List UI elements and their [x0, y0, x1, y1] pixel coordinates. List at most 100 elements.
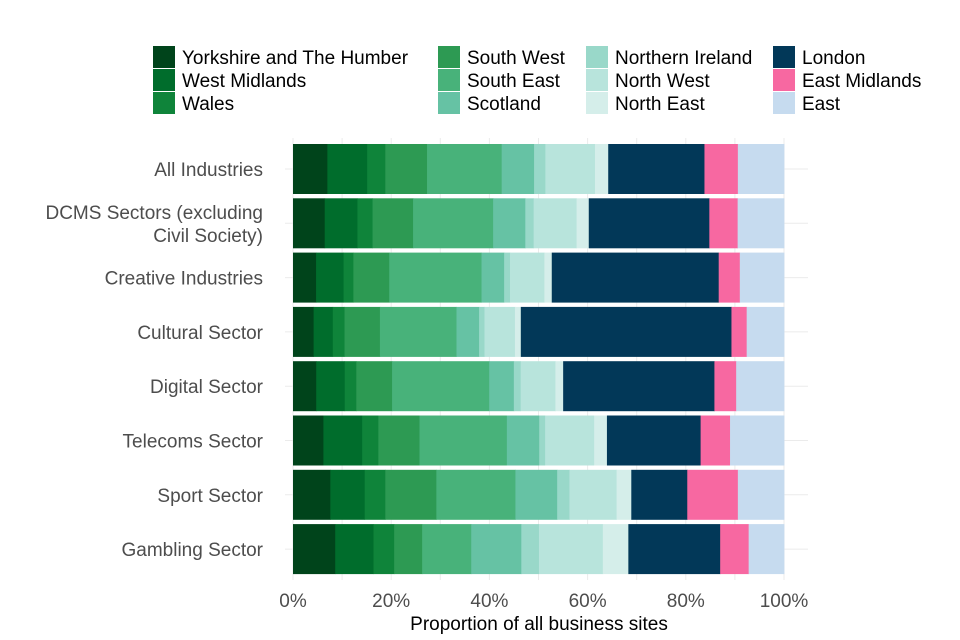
- bar-segment-creative-industries-wales: [343, 252, 354, 303]
- legend-label: Northern Ireland: [615, 48, 752, 69]
- bar-segment-sport-sector-london: [631, 469, 688, 520]
- bar-segment-sport-sector-south-west: [385, 469, 437, 520]
- bar-segment-all-industries-north-east: [594, 144, 609, 194]
- bar-segment-telecoms-sector-yorkshire-and-the-humber: [293, 415, 324, 466]
- x-tick-label: 20%: [372, 591, 410, 612]
- bar-segment-gambling-sector-west-midlands: [335, 524, 374, 575]
- bar-segment-all-industries-north-west: [545, 144, 596, 194]
- bar-segment-dcms-sectors-excluding-civil-society-north-east: [576, 198, 590, 249]
- legend-item-north-west: North West: [586, 69, 710, 92]
- bar-segment-cultural-sector-northern-ireland: [479, 306, 485, 357]
- bar-segment-telecoms-sector-north-west: [545, 415, 595, 466]
- category-label: All Industries: [154, 160, 263, 181]
- bar-segment-creative-industries-east-midlands: [718, 252, 741, 303]
- bar-segment-sport-sector-south-east: [436, 469, 516, 520]
- bar-segment-digital-sector-yorkshire-and-the-humber: [293, 361, 317, 412]
- category-label: Telecoms Sector: [123, 432, 264, 453]
- bar-segment-sport-sector-east-midlands: [687, 469, 739, 520]
- legend-swatch: [153, 69, 175, 91]
- legend-swatch: [438, 69, 460, 91]
- bar-segment-digital-sector-east-midlands: [714, 361, 737, 412]
- bar-segment-sport-sector-northern-ireland: [557, 469, 570, 520]
- bar-segment-sport-sector-west-midlands: [330, 469, 366, 520]
- bar-segment-all-industries-northern-ireland: [534, 144, 546, 194]
- bar-segment-dcms-sectors-excluding-civil-society-scotland: [493, 198, 526, 249]
- bar-segment-sport-sector-yorkshire-and-the-humber: [293, 469, 331, 520]
- bar-segment-creative-industries-northern-ireland: [504, 252, 511, 303]
- bar-segment-creative-industries-south-east: [389, 252, 482, 303]
- bar-segment-all-industries-london: [608, 144, 705, 194]
- bar-segment-cultural-sector-yorkshire-and-the-humber: [293, 306, 315, 357]
- bar-segment-creative-industries-london: [551, 252, 720, 303]
- bar-segment-digital-sector-west-midlands: [316, 361, 346, 412]
- bar-segment-dcms-sectors-excluding-civil-society-east-midlands: [709, 198, 739, 249]
- bar-segment-all-industries-east: [737, 144, 785, 194]
- category-label: Creative Industries: [105, 269, 263, 290]
- bar-segment-all-industries-wales: [367, 144, 386, 194]
- bar-segment-dcms-sectors-excluding-civil-society-south-west: [372, 198, 414, 249]
- bar-segment-digital-sector-scotland: [489, 361, 515, 412]
- bar-segment-digital-sector-north-east: [555, 361, 564, 412]
- bar-segment-all-industries-scotland: [501, 144, 535, 194]
- category-labels: All Industries DCMS Sectors (excluding Civ…: [45, 160, 263, 561]
- category-label: Gambling Sector: [121, 540, 263, 561]
- bar-segment-gambling-sector-north-east: [602, 524, 629, 575]
- bar-segment-cultural-sector-south-west: [344, 306, 381, 357]
- legend-swatch: [586, 46, 608, 68]
- legend-swatch: [438, 92, 460, 114]
- bar-segment-creative-industries-scotland: [481, 252, 505, 303]
- bar-segment-cultural-sector-south-east: [379, 306, 457, 357]
- legend-item-north-east: North East: [586, 92, 705, 115]
- legend-label: North West: [615, 71, 710, 92]
- category-label: Cultural Sector: [137, 323, 263, 344]
- bar-segment-creative-industries-south-west: [353, 252, 390, 303]
- legend-label: Yorkshire and The Humber: [182, 48, 409, 69]
- category-label: Digital Sector: [150, 377, 264, 398]
- legend-item-scotland: Scotland: [438, 92, 541, 115]
- legend-label: Scotland: [467, 94, 541, 115]
- bar-segment-all-industries-east-midlands: [704, 144, 739, 194]
- bar-segment-cultural-sector-london: [520, 306, 732, 357]
- bar-segment-telecoms-sector-west-midlands: [323, 415, 363, 466]
- legend-item-yorkshire-and-the-humber: Yorkshire and The Humber: [153, 46, 409, 69]
- bar-segment-telecoms-sector-south-east: [419, 415, 508, 466]
- bar-segment-all-industries-south-west: [385, 144, 428, 194]
- legend-label: East: [802, 94, 841, 115]
- x-tick-label: 40%: [470, 591, 508, 612]
- bar-segment-sport-sector-scotland: [515, 469, 558, 520]
- bar-segment-gambling-sector-wales: [373, 524, 395, 575]
- bar-segment-cultural-sector-scotland: [456, 306, 480, 357]
- category-label: Sport Sector: [157, 486, 263, 507]
- bar-segment-telecoms-sector-east-midlands: [700, 415, 731, 466]
- bar-segment-creative-industries-west-midlands: [316, 252, 344, 303]
- legend-swatch: [438, 46, 460, 68]
- legend-item-west-midlands: West Midlands: [153, 69, 306, 92]
- bar-segment-creative-industries-yorkshire-and-the-humber: [293, 252, 317, 303]
- bar-segment-dcms-sectors-excluding-civil-society-west-midlands: [324, 198, 358, 249]
- bar-segment-cultural-sector-east-midlands: [731, 306, 748, 357]
- bar-segment-digital-sector-north-west: [520, 361, 556, 412]
- legend-swatch: [153, 92, 175, 114]
- legend-swatch: [773, 46, 795, 68]
- bar-segment-telecoms-sector-scotland: [506, 415, 540, 466]
- bar-segment-sport-sector-north-west: [569, 469, 617, 520]
- bar-segment-all-industries-south-east: [427, 144, 503, 194]
- bar-segment-digital-sector-london: [563, 361, 715, 412]
- legend-swatch: [586, 69, 608, 91]
- legend-item-wales: Wales: [153, 92, 234, 115]
- bar-segment-telecoms-sector-wales: [362, 415, 379, 466]
- bar-segment-digital-sector-south-west: [356, 361, 393, 412]
- legend-item-east-midlands: East Midlands: [773, 69, 921, 92]
- bar-segment-dcms-sectors-excluding-civil-society-north-west: [533, 198, 577, 249]
- bar-segment-cultural-sector-west-midlands: [313, 306, 334, 357]
- bar-segment-gambling-sector-east-midlands: [720, 524, 750, 575]
- legend-swatch: [773, 92, 795, 114]
- legend-swatch: [586, 92, 608, 114]
- x-tick-label: 60%: [569, 591, 607, 612]
- legend-label: North East: [615, 94, 705, 115]
- bar-segment-gambling-sector-east: [748, 524, 785, 575]
- legend-label: West Midlands: [182, 71, 306, 92]
- legend-item-northern-ireland: Northern Ireland: [586, 46, 752, 69]
- bar-segment-telecoms-sector-north-east: [594, 415, 608, 466]
